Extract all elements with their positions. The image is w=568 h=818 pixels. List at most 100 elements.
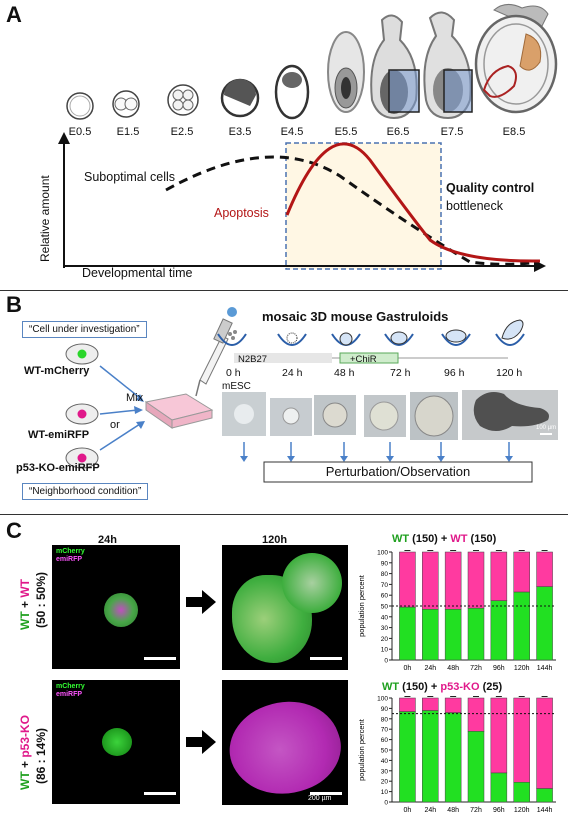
row2-ratio: (86 : 14%) (34, 727, 48, 784)
panel-b-label: B (6, 292, 22, 317)
suboptimal-label: Suboptimal cells (84, 170, 176, 184)
apoptosis-label: Apoptosis (214, 206, 269, 220)
row2-label: WT + p53-KO (18, 714, 32, 790)
n2b27-bar (234, 353, 332, 363)
x-tick-label: 120h (514, 665, 530, 672)
bar-segment-second (513, 697, 530, 783)
wt-emirfp-cell-icon (65, 403, 99, 425)
p53ko-cell-icon (65, 447, 99, 469)
embryo-e55-icon (327, 31, 365, 113)
x-tick-label: 144h (537, 807, 553, 814)
time-48h: 48 h (334, 367, 355, 379)
x-tick-label: 24h (424, 807, 436, 814)
population-chart-2: population percent 0 10 20 30 40 50 60 70 80 90 100… (357, 696, 556, 814)
stage-label: E4.5 (280, 126, 304, 138)
panel-b-title: mosaic 3D mouse Gastruloids (262, 309, 449, 324)
graph-ylabel: Relative amount (38, 175, 52, 262)
row1-label: WT + WT (18, 579, 32, 630)
embryo-e75-icon (423, 11, 473, 120)
bar-segment-wt (399, 606, 416, 661)
y-tick-label: 100 (377, 550, 388, 557)
y-tick-label: 80 (381, 571, 389, 578)
bar-segment-wt (467, 731, 485, 803)
embryo-e35-icon (220, 78, 260, 118)
apoptosis-curve (285, 142, 541, 263)
bar-segment-second (490, 697, 508, 774)
bar-segment-wt (444, 712, 462, 803)
x-tick-label: 96h (493, 665, 505, 672)
wt-mcherry-cell-icon (65, 343, 99, 365)
x-tick-label: 72h (470, 807, 482, 814)
micrograph-row1-120h (222, 545, 348, 670)
y-axis-label: population percent (357, 718, 366, 781)
chir-bar (339, 352, 399, 364)
suboptimal-curve (165, 155, 531, 266)
x-tick-label: 0h (404, 807, 412, 814)
pipette-icon (195, 307, 237, 397)
divider (0, 514, 568, 515)
stage-label: E0.5 (68, 126, 92, 138)
wt-emirfp-label: WT-emiRFP (28, 429, 90, 441)
y-tick-label: 40 (381, 758, 389, 765)
y-tick-label: 80 (381, 716, 389, 723)
bar-segment-second (444, 697, 462, 713)
time-120h: 120 h (496, 367, 523, 379)
bar-segment-second (536, 551, 553, 587)
row1-ratio: (50 : 50%) (34, 571, 48, 628)
x-tick-label: 144h (537, 665, 553, 672)
embryo-e05-icon (66, 92, 94, 120)
bar-segment-wt (490, 772, 508, 803)
mesc-label: mESC (222, 381, 251, 392)
bar-segment-wt (536, 788, 553, 803)
y-tick-label: 0 (384, 658, 388, 665)
embryo-stages-illustration (58, 4, 558, 272)
y-tick-label: 50 (381, 748, 389, 755)
scalebar-label: 200 µm (308, 795, 332, 802)
x-tick-label: 48h (447, 665, 459, 672)
stage-label: E7.5 (440, 126, 464, 138)
chir-label: +ChiR (350, 354, 377, 365)
time-24h: 24 h (282, 367, 303, 379)
bar-segment-second (467, 697, 485, 732)
stage-label: E5.5 (334, 126, 358, 138)
y-tick-label: 20 (381, 636, 389, 643)
graph-xlabel: Developmental time (82, 266, 193, 280)
n2b27-label: N2B27 (238, 354, 268, 365)
time-72h: 72 h (390, 367, 411, 379)
or-label: or (110, 419, 120, 431)
micrograph-row1-24h (52, 545, 180, 669)
panel-a-label: A (6, 2, 22, 27)
wt-mcherry-label: WT-mCherry (24, 365, 90, 377)
bar-segment-wt (490, 600, 508, 661)
channel-label-mcherry: mCherry (56, 548, 85, 555)
bar-segment-wt (467, 607, 485, 661)
y-tick-label: 10 (381, 647, 389, 654)
time-0h: 0 h (226, 367, 241, 379)
stage-label: E1.5 (116, 126, 140, 138)
perturbation-box (263, 461, 533, 483)
panel-c-label: C (6, 518, 22, 543)
qc-window-box (285, 142, 442, 270)
bar-segment-wt (536, 586, 553, 661)
y-tick-label: 60 (381, 737, 389, 744)
well-plate-icon (144, 393, 214, 429)
y-tick-label: 70 (381, 727, 389, 734)
micrograph-row2-24h (52, 680, 180, 804)
x-tick-label: 72h (470, 665, 482, 672)
channel-label-emirfp: emiRFP (56, 691, 83, 698)
bar-segment-second (513, 551, 530, 593)
bar-segment-second (444, 551, 462, 610)
y-tick-label: 50 (381, 604, 389, 611)
y-axis-label: population percent (357, 574, 366, 637)
y-tick-label: 90 (381, 560, 389, 567)
bar-segment-wt (444, 608, 462, 661)
chart1-title: WT (150) + WT (150) (392, 533, 497, 545)
x-tick-label: 0h (404, 665, 412, 672)
embryo-e45-icon (274, 64, 310, 120)
bar-segment-wt (422, 710, 439, 803)
stage-label: E8.5 (502, 126, 526, 138)
bar-segment-second (399, 697, 416, 712)
divider (0, 290, 568, 291)
y-tick-label: 10 (381, 789, 389, 796)
qc-subtitle: bottleneck (446, 199, 503, 213)
